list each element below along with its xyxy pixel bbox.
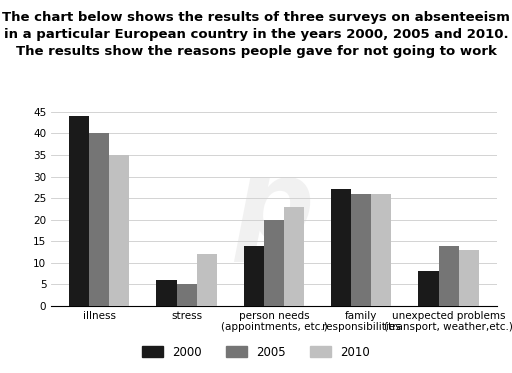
Bar — [439, 245, 459, 306]
Bar — [177, 284, 197, 306]
Bar — [418, 272, 439, 306]
Bar — [284, 207, 304, 306]
Bar — [331, 189, 351, 306]
Text: p: p — [234, 156, 314, 262]
Bar — [244, 245, 264, 306]
Bar — [197, 254, 217, 306]
Bar — [157, 280, 177, 306]
Text: The chart below shows the results of three surveys on absenteeism
in a particula: The chart below shows the results of thr… — [2, 11, 510, 58]
Bar — [371, 194, 391, 306]
Bar — [264, 220, 284, 306]
Bar — [459, 250, 479, 306]
Legend: 2000, 2005, 2010: 2000, 2005, 2010 — [137, 341, 375, 363]
Bar — [69, 116, 89, 306]
Bar — [351, 194, 371, 306]
Bar — [109, 155, 130, 306]
Bar — [89, 134, 109, 306]
